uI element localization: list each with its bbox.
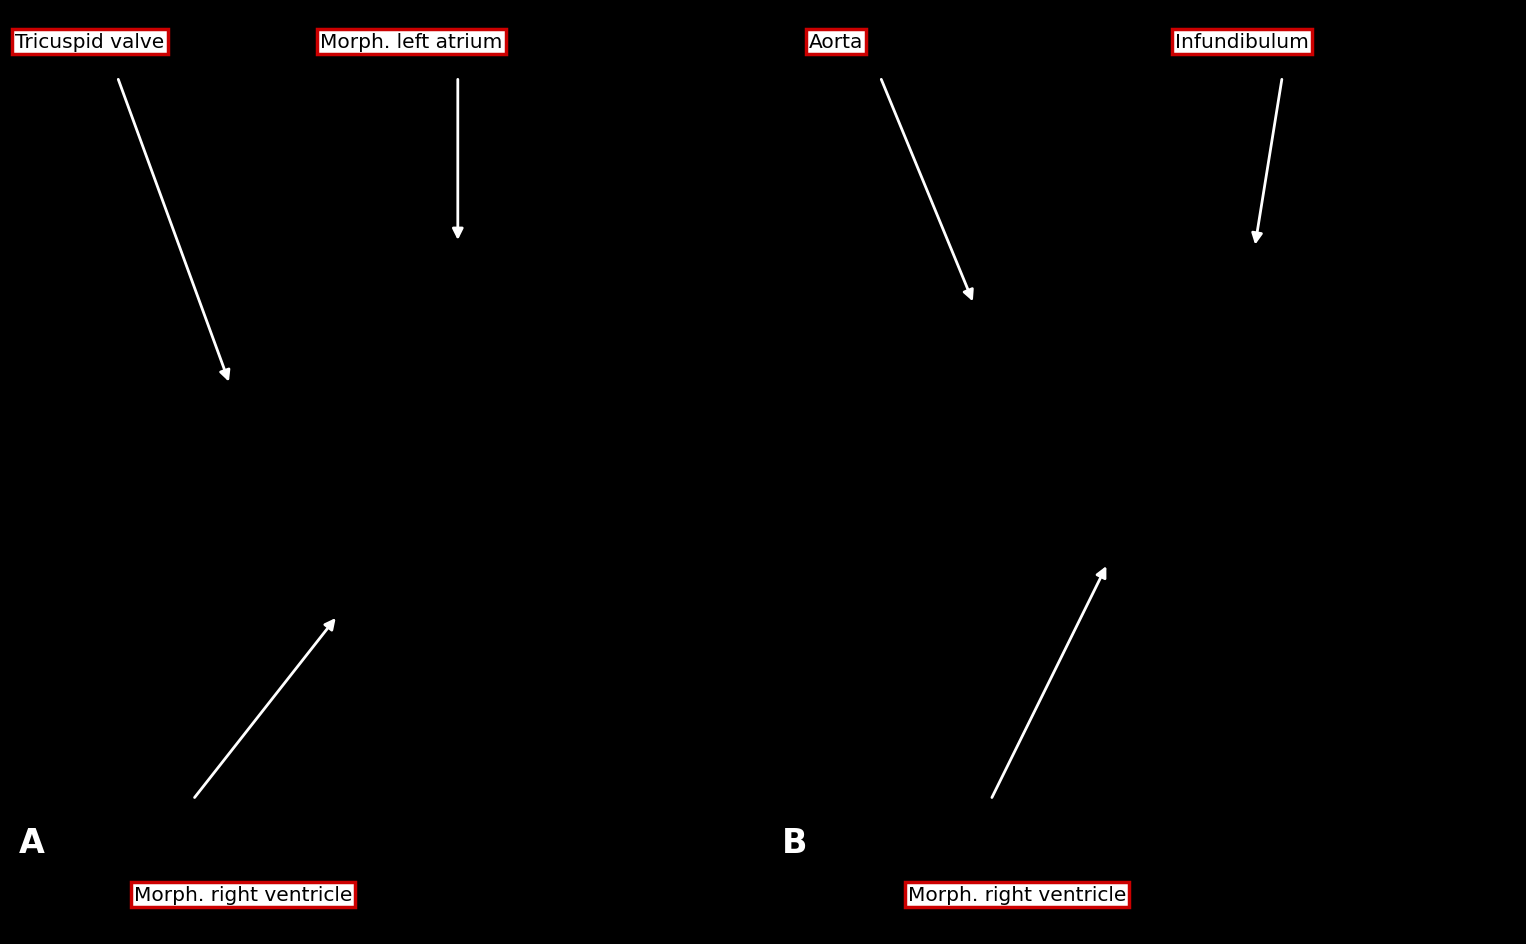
Text: Tricuspid valve: Tricuspid valve xyxy=(15,33,165,52)
Text: Infundibulum: Infundibulum xyxy=(1175,33,1309,52)
Text: Morph. left atrium: Morph. left atrium xyxy=(320,33,504,52)
Text: Aorta: Aorta xyxy=(809,33,864,52)
Text: Morph. right ventricle: Morph. right ventricle xyxy=(908,885,1126,904)
Text: A: A xyxy=(18,826,44,859)
Text: Morph. right ventricle: Morph. right ventricle xyxy=(134,885,353,904)
Text: B: B xyxy=(783,826,807,859)
